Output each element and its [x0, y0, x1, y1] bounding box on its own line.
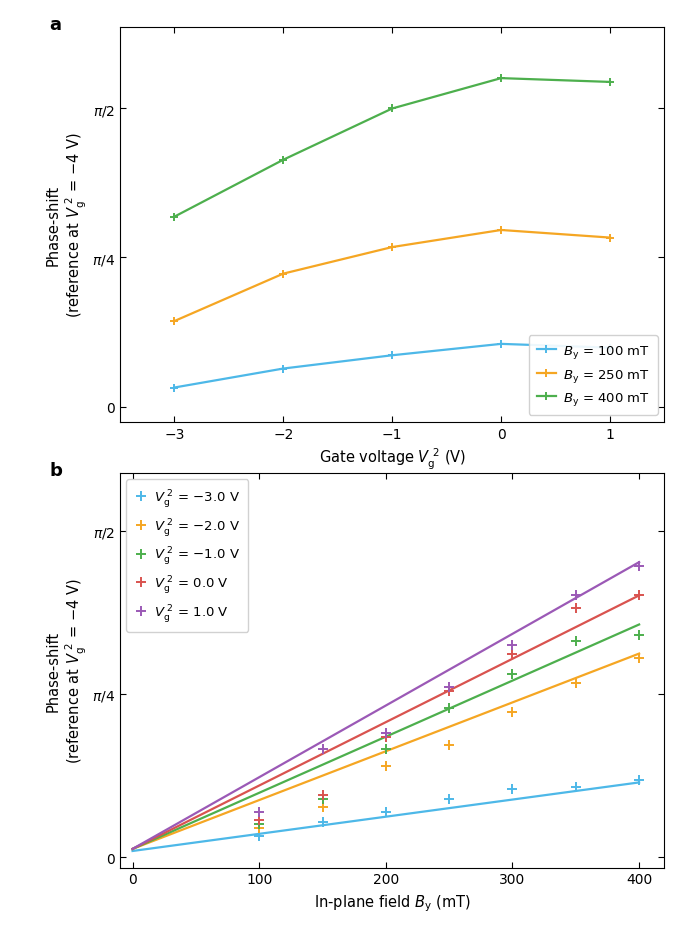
$V_{\rm g}^{\ 2}$ = −1.0 V	[635, 629, 643, 640]
Line: $V_{\rm g}^{\ 2}$ = −2.0 V: $V_{\rm g}^{\ 2}$ = −2.0 V	[254, 653, 644, 833]
$V_{\rm g}^{\ 2}$ = −3.0 V	[445, 793, 453, 805]
$V_{\rm g}^{\ 2}$ = −1.0 V	[572, 636, 580, 647]
$V_{\rm g}^{\ 2}$ = 1.0 V	[319, 744, 327, 755]
$V_{\rm g}^{\ 2}$ = −3.0 V	[382, 806, 390, 818]
Legend: $V_{\rm g}^{\ 2}$ = −3.0 V, $V_{\rm g}^{\ 2}$ = −2.0 V, $V_{\rm g}^{\ 2}$ = −1.0: $V_{\rm g}^{\ 2}$ = −3.0 V, $V_{\rm g}^{…	[127, 480, 248, 632]
$V_{\rm g}^{\ 2}$ = 1.0 V	[572, 590, 580, 601]
$V_{\rm g}^{\ 2}$ = −2.0 V	[319, 802, 327, 813]
$V_{\rm g}^{\ 2}$ = −2.0 V	[255, 822, 263, 833]
Y-axis label: Phase-shift
(reference at $V_{\rm g}^{\ 2}$ = −4 V): Phase-shift (reference at $V_{\rm g}^{\ …	[46, 133, 89, 317]
$V_{\rm g}^{\ 2}$ = 0.0 V	[572, 602, 580, 613]
$V_{\rm g}^{\ 2}$ = −2.0 V	[508, 706, 516, 717]
$V_{\rm g}^{\ 2}$ = −1.0 V	[255, 818, 263, 830]
$B_{\rm y}$ = 400 mT	[279, 155, 288, 166]
$B_{\rm y}$ = 250 mT	[388, 242, 396, 253]
$B_{\rm y}$ = 250 mT	[170, 316, 178, 328]
$B_{\rm y}$ = 250 mT	[497, 226, 505, 237]
Line: $B_{\rm y}$ = 400 mT: $B_{\rm y}$ = 400 mT	[170, 75, 614, 222]
$V_{\rm g}^{\ 2}$ = −2.0 V	[572, 677, 580, 689]
$B_{\rm y}$ = 250 mT	[606, 233, 614, 244]
$V_{\rm g}^{\ 2}$ = 0.0 V	[382, 731, 390, 742]
$V_{\rm g}^{\ 2}$ = 0.0 V	[319, 790, 327, 801]
$V_{\rm g}^{\ 2}$ = −1.0 V	[319, 793, 327, 805]
Line: $B_{\rm y}$ = 100 mT: $B_{\rm y}$ = 100 mT	[170, 341, 614, 393]
$V_{\rm g}^{\ 2}$ = −3.0 V	[572, 781, 580, 793]
Legend: $B_{\rm y}$ = 100 mT, $B_{\rm y}$ = 250 mT, $B_{\rm y}$ = 400 mT: $B_{\rm y}$ = 100 mT, $B_{\rm y}$ = 250 …	[529, 336, 658, 416]
$B_{\rm y}$ = 400 mT	[170, 212, 178, 223]
$V_{\rm g}^{\ 2}$ = −1.0 V	[382, 744, 390, 755]
$B_{\rm y}$ = 400 mT	[497, 73, 505, 84]
Line: $V_{\rm g}^{\ 2}$ = −3.0 V: $V_{\rm g}^{\ 2}$ = −3.0 V	[254, 776, 644, 842]
$B_{\rm y}$ = 250 mT	[279, 269, 288, 280]
$V_{\rm g}^{\ 2}$ = −3.0 V	[635, 775, 643, 786]
Text: b: b	[49, 461, 62, 480]
$V_{\rm g}^{\ 2}$ = 1.0 V	[382, 728, 390, 739]
$V_{\rm g}^{\ 2}$ = −3.0 V	[319, 817, 327, 828]
$V_{\rm g}^{\ 2}$ = 0.0 V	[508, 649, 516, 660]
Line: $V_{\rm g}^{\ 2}$ = 0.0 V: $V_{\rm g}^{\ 2}$ = 0.0 V	[254, 591, 644, 825]
Line: $V_{\rm g}^{\ 2}$ = −1.0 V: $V_{\rm g}^{\ 2}$ = −1.0 V	[254, 630, 644, 829]
$V_{\rm g}^{\ 2}$ = −2.0 V	[382, 760, 390, 771]
$V_{\rm g}^{\ 2}$ = −2.0 V	[445, 740, 453, 751]
$V_{\rm g}^{\ 2}$ = −3.0 V	[508, 783, 516, 794]
$V_{\rm g}^{\ 2}$ = 0.0 V	[445, 686, 453, 697]
$B_{\rm y}$ = 400 mT	[388, 104, 396, 115]
$V_{\rm g}^{\ 2}$ = 1.0 V	[508, 640, 516, 651]
X-axis label: Gate voltage $V_{\rm g}^{\ 2}$ (V): Gate voltage $V_{\rm g}^{\ 2}$ (V)	[319, 446, 466, 471]
$V_{\rm g}^{\ 2}$ = 0.0 V	[635, 590, 643, 601]
Y-axis label: Phase-shift
(reference at $V_{\rm g}^{\ 2}$ = −4 V): Phase-shift (reference at $V_{\rm g}^{\ …	[46, 578, 89, 763]
$V_{\rm g}^{\ 2}$ = −3.0 V	[255, 831, 263, 842]
$B_{\rm y}$ = 100 mT	[606, 342, 614, 354]
$V_{\rm g}^{\ 2}$ = −2.0 V	[635, 652, 643, 664]
$B_{\rm y}$ = 100 mT	[170, 382, 178, 393]
$V_{\rm g}^{\ 2}$ = 1.0 V	[635, 561, 643, 573]
$B_{\rm y}$ = 100 mT	[388, 350, 396, 361]
$V_{\rm g}^{\ 2}$ = 1.0 V	[255, 806, 263, 818]
$V_{\rm g}^{\ 2}$ = −1.0 V	[445, 702, 453, 714]
$V_{\rm g}^{\ 2}$ = 0.0 V	[255, 815, 263, 826]
X-axis label: In-plane field $B_{\rm y}$ (mT): In-plane field $B_{\rm y}$ (mT)	[314, 892, 471, 912]
$V_{\rm g}^{\ 2}$ = −1.0 V	[508, 669, 516, 680]
$V_{\rm g}^{\ 2}$ = 1.0 V	[445, 681, 453, 692]
Line: $B_{\rm y}$ = 250 mT: $B_{\rm y}$ = 250 mT	[170, 226, 614, 326]
Text: a: a	[49, 16, 61, 34]
Line: $V_{\rm g}^{\ 2}$ = 1.0 V: $V_{\rm g}^{\ 2}$ = 1.0 V	[254, 561, 644, 817]
$B_{\rm y}$ = 400 mT	[606, 77, 614, 88]
$B_{\rm y}$ = 100 mT	[497, 339, 505, 350]
$B_{\rm y}$ = 100 mT	[279, 364, 288, 375]
